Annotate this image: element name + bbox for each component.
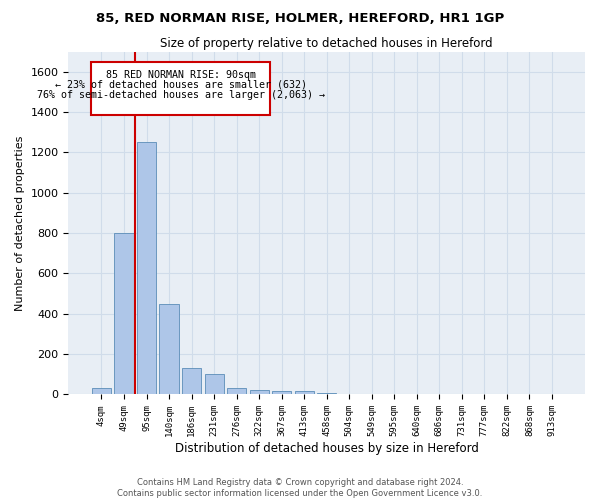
Bar <box>137 142 156 394</box>
Bar <box>160 304 179 394</box>
Text: 85 RED NORMAN RISE: 90sqm: 85 RED NORMAN RISE: 90sqm <box>106 70 256 80</box>
Bar <box>295 391 314 394</box>
Text: 85, RED NORMAN RISE, HOLMER, HEREFORD, HR1 1GP: 85, RED NORMAN RISE, HOLMER, HEREFORD, H… <box>96 12 504 26</box>
Bar <box>115 233 134 394</box>
Y-axis label: Number of detached properties: Number of detached properties <box>15 136 25 311</box>
Bar <box>272 391 291 394</box>
Title: Size of property relative to detached houses in Hereford: Size of property relative to detached ho… <box>160 38 493 51</box>
Bar <box>250 390 269 394</box>
Text: ← 23% of detached houses are smaller (632): ← 23% of detached houses are smaller (63… <box>55 80 307 90</box>
Text: Contains HM Land Registry data © Crown copyright and database right 2024.
Contai: Contains HM Land Registry data © Crown c… <box>118 478 482 498</box>
Bar <box>182 368 201 394</box>
X-axis label: Distribution of detached houses by size in Hereford: Distribution of detached houses by size … <box>175 442 479 455</box>
Bar <box>92 388 111 394</box>
Bar <box>205 374 224 394</box>
Text: 76% of semi-detached houses are larger (2,063) →: 76% of semi-detached houses are larger (… <box>37 90 325 100</box>
Bar <box>227 388 246 394</box>
FancyBboxPatch shape <box>91 62 271 115</box>
